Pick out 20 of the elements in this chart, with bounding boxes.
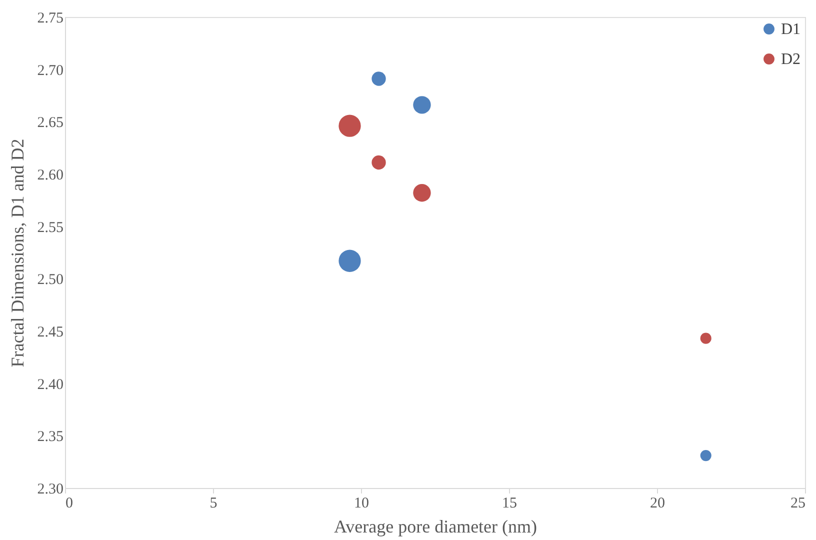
x-tick-label: 0 bbox=[66, 496, 73, 512]
y-tick-label: 2.75 bbox=[37, 10, 64, 26]
x-axis-title: Average pore diameter (nm) bbox=[334, 516, 538, 536]
legend-label: D1 bbox=[781, 21, 801, 38]
y-tick-label: 2.65 bbox=[37, 115, 64, 132]
x-tick-label: 5 bbox=[210, 496, 218, 512]
legend-label: D2 bbox=[781, 51, 801, 68]
y-tick-label: 2.40 bbox=[37, 376, 64, 393]
x-tick-label: 25 bbox=[790, 496, 806, 512]
y-tick-label: 2.35 bbox=[37, 429, 64, 446]
x-tick-label: 15 bbox=[502, 496, 517, 512]
y-tick-label: 2.70 bbox=[37, 62, 64, 79]
y-axis-title: Fractal Dimensions, D1 and D2 bbox=[7, 138, 28, 368]
y-tick-label: 2.50 bbox=[37, 272, 64, 288]
y-tick-label: 2.30 bbox=[37, 482, 64, 498]
y-tick-label: 2.45 bbox=[37, 324, 64, 340]
x-tick-label: 10 bbox=[354, 496, 369, 512]
x-tick-label: 20 bbox=[650, 496, 665, 512]
y-tick-label: 2.55 bbox=[37, 220, 64, 236]
y-tick-label: 2.60 bbox=[37, 168, 64, 184]
